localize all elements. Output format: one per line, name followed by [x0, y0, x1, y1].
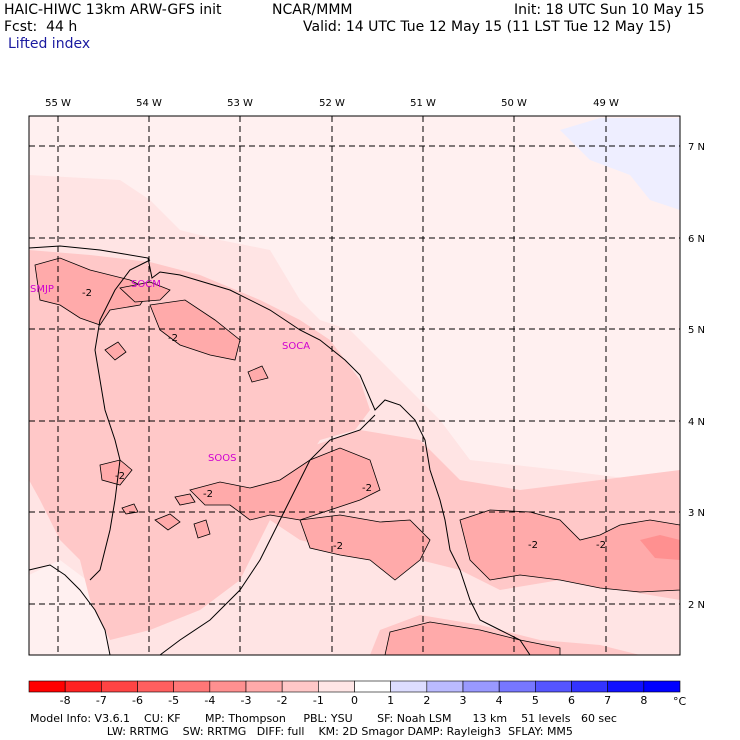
colorbar-swatch [101, 680, 138, 693]
li-patch-minus2-east2 [459, 509, 680, 593]
lon-label: 53 W [227, 98, 253, 109]
colorbar-tick-label: 4 [496, 694, 503, 707]
lat-label: 3 N [688, 508, 705, 519]
li-patch-minus3 [640, 535, 680, 560]
station-label-smjp: SMJP [30, 284, 54, 295]
lat-label: 5 N [688, 325, 705, 336]
init-time: Init: 18 UTC Sun 10 May 15 [514, 2, 705, 18]
coastline [28, 245, 531, 656]
contour-label: -2 [115, 471, 125, 482]
colorbar-swatch [571, 680, 608, 693]
lon-label: 51 W [410, 98, 436, 109]
colorbar-swatch [64, 680, 102, 693]
colorbar-tick-label: 2 [423, 694, 430, 707]
li-patch-minus2-center [149, 299, 241, 361]
li-positive-area [560, 118, 680, 210]
colorbar-tick-label: 7 [604, 694, 611, 707]
li-island [174, 493, 196, 506]
colorbar-tick-label: -7 [96, 694, 107, 707]
map-frame [28, 115, 681, 656]
lon-label: 55 W [45, 98, 71, 109]
li-island [99, 459, 133, 486]
colorbar-tick-label: -6 [132, 694, 143, 707]
li-island [104, 341, 127, 361]
colorbar-ticks: -8 -7 -6 -5 -4 -3 -2 -1 0 1 2 3 4 5 6 7 8 [60, 694, 648, 707]
contour-label: -2 [333, 541, 343, 552]
model-info-line2: LW: RRTMG SW: RRTMG DIFF: full KM: 2D Sm… [30, 725, 573, 738]
valid-time: Valid: 14 UTC Tue 12 May 15 (11 LST Tue … [303, 19, 672, 35]
contour-label: -2 [596, 540, 606, 551]
colorbar-swatch [281, 680, 319, 693]
colorbar-tick-label: 8 [640, 694, 647, 707]
contour-label: -2 [362, 483, 372, 494]
colorbar-tick-label: -5 [168, 694, 179, 707]
li-patch-minus2-nw [34, 257, 151, 326]
colorbar-tick-label: 0 [351, 694, 358, 707]
colorbar-swatch [426, 680, 464, 693]
li-patch-minus2-south2 [384, 621, 561, 655]
colorbar-tick-label: 3 [460, 694, 467, 707]
li-patch-minus2-socm [119, 281, 171, 303]
colorbar-tick-label: -2 [277, 694, 288, 707]
colorbar-swatch [28, 680, 66, 693]
lon-label: 50 W [501, 98, 527, 109]
colorbar-swatch [462, 680, 500, 693]
colorbar-tick-label: -1 [313, 694, 324, 707]
lat-label: 6 N [688, 234, 705, 245]
colorbar-tick-label: -8 [60, 694, 71, 707]
colorbar-unit: °C [673, 695, 687, 708]
colorbar-swatch [173, 680, 211, 693]
contour-label: -2 [203, 489, 213, 500]
colorbar-swatch [390, 680, 428, 693]
station-label-socm: SOCM [131, 279, 161, 290]
lat-label: 4 N [688, 417, 705, 428]
colorbar [28, 680, 681, 693]
forecast-hour: Fcst: 44 h [4, 19, 78, 35]
li-island [154, 513, 181, 531]
colorbar-swatch [535, 680, 572, 693]
lon-label: 49 W [593, 98, 619, 109]
station-label-soos: SOOS [208, 453, 236, 464]
colorbar-tick-label: -4 [204, 694, 215, 707]
graticule [29, 116, 680, 655]
li-neutral-area [29, 116, 680, 500]
colorbar-swatch [354, 680, 391, 693]
field-name: Lifted index [8, 36, 91, 52]
contour-label: -2 [168, 333, 178, 344]
lon-label: 54 W [136, 98, 162, 109]
colorbar-swatch [318, 680, 355, 693]
colorbar-tick-label: -3 [241, 694, 252, 707]
colorbar-tick-label: 1 [387, 694, 394, 707]
li-island [247, 365, 269, 383]
colorbar-swatch [607, 680, 645, 693]
colorbar-swatch [137, 680, 174, 693]
contour-label: -2 [82, 288, 92, 299]
lat-label: 7 N [688, 142, 705, 153]
contour-label: -2 [528, 540, 538, 551]
lon-label: 52 W [319, 98, 345, 109]
colorbar-swatch [498, 680, 536, 693]
lat-label: 2 N [688, 600, 705, 611]
colorbar-tick-label: 6 [568, 694, 575, 707]
colorbar-swatch [209, 680, 247, 693]
model-info-line1: Model Info: V3.6.1 CU: KF MP: Thompson P… [30, 712, 617, 725]
model-title: HAIC-HIWC 13km ARW-GFS init [4, 2, 222, 18]
colorbar-swatch [643, 680, 681, 693]
li-island [193, 519, 211, 539]
org-label: NCAR/MMM [272, 2, 353, 18]
station-label-soca: SOCA [282, 341, 310, 352]
colorbar-tick-label: 5 [532, 694, 539, 707]
colorbar-swatch [245, 680, 283, 693]
